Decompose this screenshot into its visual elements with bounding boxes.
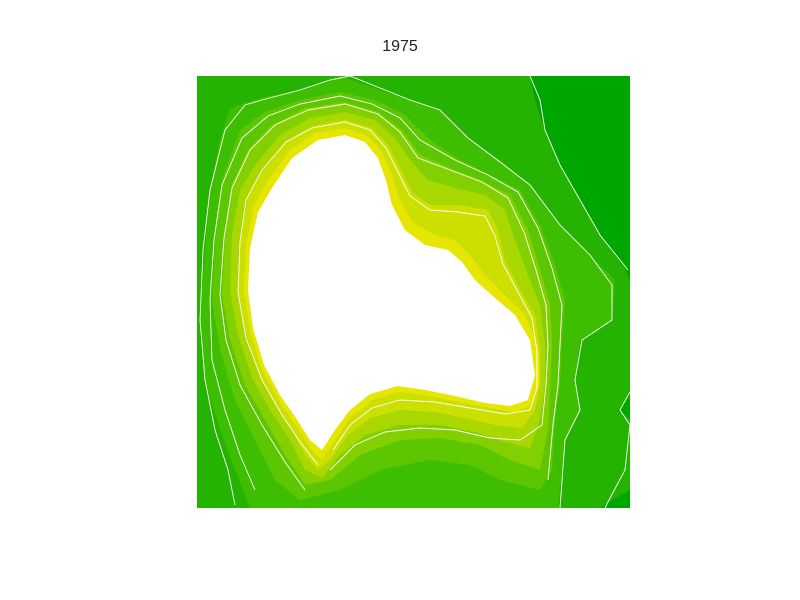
- contour-line: [199, 76, 613, 508]
- no-data-region: [248, 135, 535, 450]
- contour-lines: [199, 76, 630, 508]
- map-layers: [197, 76, 630, 508]
- plot-title: 1975: [382, 38, 418, 55]
- contour-line: [237, 121, 538, 466]
- contour-line: [219, 103, 549, 491]
- contour-line: [604, 391, 630, 508]
- contour-line: [209, 95, 563, 491]
- contour-line: [529, 76, 629, 271]
